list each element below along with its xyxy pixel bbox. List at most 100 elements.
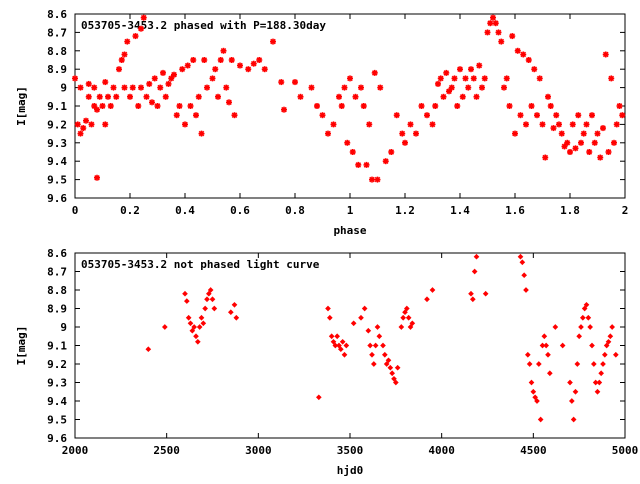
data-point xyxy=(228,57,235,63)
y-tick-label: 9.3 xyxy=(47,377,67,390)
data-point xyxy=(185,314,192,321)
data-point xyxy=(470,75,477,82)
data-point xyxy=(514,47,521,54)
data-point xyxy=(336,93,342,100)
data-point xyxy=(160,69,166,76)
data-point xyxy=(586,149,593,155)
data-point xyxy=(574,361,581,367)
x-tick-label: 1.8 xyxy=(560,204,580,217)
data-point xyxy=(589,342,595,349)
data-point xyxy=(325,130,331,137)
data-point xyxy=(231,112,238,119)
data-point xyxy=(609,324,615,330)
data-point xyxy=(350,320,357,327)
data-point xyxy=(206,290,212,297)
data-point xyxy=(619,112,626,119)
data-point xyxy=(278,79,285,86)
data-point xyxy=(448,84,455,91)
data-point xyxy=(338,103,345,109)
y-tick-label: 8.7 xyxy=(47,26,67,39)
data-point xyxy=(481,75,488,82)
data-point xyxy=(525,57,532,63)
data-point xyxy=(212,66,219,73)
data-point xyxy=(413,130,419,137)
data-point xyxy=(314,103,320,109)
data-point xyxy=(556,121,562,128)
data-point xyxy=(204,296,210,303)
data-point xyxy=(525,351,531,358)
data-point xyxy=(482,290,489,297)
data-point xyxy=(473,253,480,260)
data-point xyxy=(580,130,587,137)
data-point xyxy=(550,125,557,132)
data-point xyxy=(537,416,544,423)
data-point xyxy=(195,338,201,345)
data-point xyxy=(387,364,394,371)
data-point xyxy=(182,121,188,128)
data-point xyxy=(570,416,577,423)
y-tick-label: 9.5 xyxy=(47,414,67,427)
data-point xyxy=(429,121,436,128)
data-point xyxy=(118,57,125,63)
data-point xyxy=(220,47,227,54)
data-point xyxy=(250,60,257,67)
data-point xyxy=(369,176,375,183)
data-point xyxy=(198,130,205,137)
data-point xyxy=(355,161,362,168)
data-point xyxy=(347,75,353,82)
data-point xyxy=(308,84,315,91)
data-point xyxy=(542,154,549,161)
data-point xyxy=(200,320,207,327)
data-point xyxy=(85,80,92,87)
data-point xyxy=(162,324,168,330)
data-point xyxy=(405,314,412,321)
data-point xyxy=(451,75,458,82)
data-point xyxy=(578,139,584,146)
data-point xyxy=(140,14,147,21)
data-point xyxy=(580,314,586,321)
data-point xyxy=(358,314,364,321)
data-point xyxy=(440,93,447,100)
data-point xyxy=(603,342,610,349)
data-point xyxy=(602,351,608,358)
data-point xyxy=(509,33,516,40)
data-point xyxy=(594,388,601,395)
data-point xyxy=(138,84,144,91)
x-tick-label: 1.4 xyxy=(450,204,470,217)
y-tick-label: 9.6 xyxy=(47,432,67,445)
data-point xyxy=(371,69,378,76)
data-point xyxy=(211,305,218,312)
y-tick-label: 8.9 xyxy=(47,303,67,316)
data-point xyxy=(545,93,551,100)
data-point xyxy=(572,388,579,395)
data-point xyxy=(465,84,472,91)
data-point xyxy=(512,130,518,137)
data-point xyxy=(377,84,384,91)
data-point xyxy=(330,121,337,128)
data-point xyxy=(495,29,502,36)
x-tick-label: 0.6 xyxy=(230,204,250,217)
data-point xyxy=(501,84,507,91)
data-point xyxy=(520,51,527,58)
data-point xyxy=(519,259,526,266)
data-point xyxy=(424,296,430,303)
data-point xyxy=(376,333,383,340)
data-point xyxy=(217,57,224,63)
data-point xyxy=(528,103,535,109)
data-point xyxy=(613,351,619,358)
data-point xyxy=(536,361,542,367)
data-point xyxy=(374,324,381,330)
data-point xyxy=(74,121,81,128)
data-point xyxy=(541,333,548,340)
chart-1: 0 0.2 0.4 0.6 0.8 1 1.2 1.4 1.6 1.8 2 8.6 8.7 8.8 8.9 9… xyxy=(15,8,628,237)
y-tick-label: 9.4 xyxy=(47,395,67,408)
data-point xyxy=(490,14,496,21)
data-point xyxy=(116,66,122,73)
data-point xyxy=(256,57,263,63)
data-point xyxy=(162,93,169,100)
data-point xyxy=(585,314,592,321)
x-tick-label: 3000 xyxy=(245,444,272,457)
data-point xyxy=(138,25,144,32)
data-point xyxy=(338,346,344,353)
y-axis-label: I[mag] xyxy=(15,326,28,366)
